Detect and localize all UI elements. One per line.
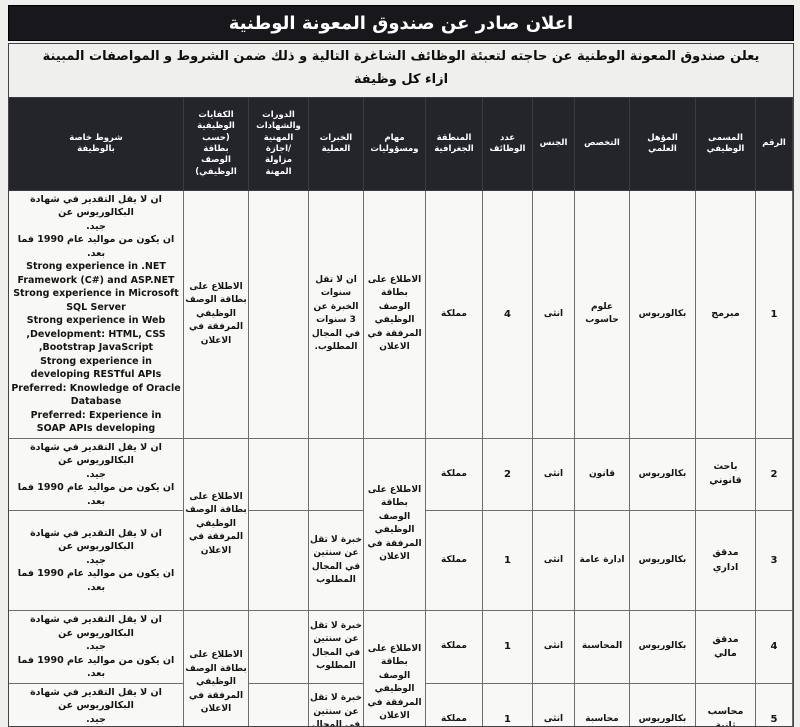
cell-specialization: المحاسبة <box>574 610 630 684</box>
announcement-title-bar: اعلان صادر عن صندوق المعونة الوطنية <box>8 5 794 41</box>
cell-specialization: علوم حاسوب <box>574 190 630 439</box>
cell-experience: خبرة لا تقل عن سنتين في المجال المطلوب <box>308 510 364 612</box>
cell-courses <box>248 610 309 684</box>
cell-special-conditions: ان لا يقل التقدير في شهادة البكالوريوس ع… <box>8 510 184 612</box>
cell-number: 2 <box>755 437 793 512</box>
header-gender: الجنس <box>532 97 575 191</box>
cell-experience <box>308 437 364 512</box>
header-row: الرقم المسمى الوظيفي المؤهل العلمي التخص… <box>8 97 793 191</box>
cell-positions-count: 1 <box>482 610 533 684</box>
vacancies-table: الرقم المسمى الوظيفي المؤهل العلمي التخص… <box>8 97 793 727</box>
cell-special-conditions: ان لا يقل التقدير في شهادة البكالوريوس ع… <box>8 437 184 512</box>
cell-courses <box>248 437 309 512</box>
cell-specialization: محاسبة <box>574 682 630 727</box>
cell-experience: خبرة لا تقل عن سنتين في المجال المطلوب <box>308 610 364 684</box>
table-row: 4 مدقق مالي بكالوريوس المحاسبة انثى 1 مم… <box>8 610 793 727</box>
header-job-title: المسمى الوظيفي <box>695 97 756 191</box>
cell-gender: انثى <box>532 610 575 684</box>
header-positions-count: عدد الوظائف <box>482 97 533 191</box>
cell-job-title: محاسب ثانية <box>695 682 756 727</box>
cell-competencies-merged: الاطلاع على بطاقة الوصف الوظيفي المرفقة … <box>183 437 249 612</box>
cell-gender: انثى <box>532 437 575 512</box>
cell-gender: انثى <box>532 682 575 727</box>
page-title: اعلان صادر عن صندوق المعونة الوطنية <box>228 13 574 34</box>
cell-qualification: بكالوريوس <box>629 437 696 512</box>
header-qualification: المؤهل العلمي <box>629 97 696 191</box>
cell-job-title: مبرمج <box>695 190 756 439</box>
cell-number: 4 <box>755 610 793 684</box>
cell-courses <box>248 682 309 727</box>
cell-tasks-merged: الاطلاع على بطاقة الوصف الوظيفي المرفقة … <box>363 610 426 727</box>
cell-experience: خبرة لا تقل عن سنتين في المجال المطلوب <box>308 682 364 727</box>
header-experience: الخبرات العملية <box>308 97 364 191</box>
cell-number: 5 <box>755 682 793 727</box>
cell-special-conditions: ان لا يقل التقدير في شهادة البكالوريوس ع… <box>8 682 184 727</box>
cell-positions-count: 1 <box>482 682 533 727</box>
table-row: 3 مدقق اداري بكالوريوس ادارة عامة انثى 1… <box>8 510 793 612</box>
table-row: 5 محاسب ثانية بكالوريوس محاسبة انثى 1 مم… <box>8 682 793 727</box>
cell-tasks-merged: الاطلاع على بطاقة الوصف الوظيفي المرفقة … <box>363 437 426 612</box>
cell-region: مملكة <box>425 510 483 612</box>
announcement-subtitle: يعلن صندوق المعونة الوطنية عن حاجته لتعب… <box>42 49 760 88</box>
header-specialization: التخصص <box>574 97 630 191</box>
cell-positions-count: 1 <box>482 510 533 612</box>
cell-number: 1 <box>755 190 793 439</box>
cell-qualification: بكالوريوس <box>629 510 696 612</box>
cell-specialization: قانون <box>574 437 630 512</box>
table-row: 1 مبرمج بكالوريوس علوم حاسوب انثى 4 مملك… <box>8 190 793 439</box>
header-tasks: مهام ومسؤوليات <box>363 97 426 191</box>
cell-gender: انثى <box>532 190 575 439</box>
cell-region: مملكة <box>425 437 483 512</box>
cell-region: مملكة <box>425 190 483 439</box>
cell-qualification: بكالوريوس <box>629 190 696 439</box>
cell-job-title: باحث قانوني <box>695 437 756 512</box>
cell-experience: ان لا تقل سنوات الخبرة عن 3 سنوات في الم… <box>308 190 364 439</box>
table-row: 2 باحث قانوني بكالوريوس قانون انثى 2 ممل… <box>8 437 793 612</box>
cell-tasks: الاطلاع على بطاقة الوصف الوظيفي المرفقة … <box>363 190 426 439</box>
header-courses: الدورات والشهادات المهنية /اجازة مزاولة … <box>248 97 309 191</box>
cell-job-title: مدقق مالي <box>695 610 756 684</box>
cell-competencies-merged: الاطلاع على بطاقة الوصف الوظيفي المرفقة … <box>183 610 249 727</box>
cell-positions-count: 2 <box>482 437 533 512</box>
cell-courses <box>248 190 309 439</box>
cell-number: 3 <box>755 510 793 612</box>
cell-qualification: بكالوريوس <box>629 682 696 727</box>
cell-specialization: ادارة عامة <box>574 510 630 612</box>
header-region: المنطقة الجغرافية <box>425 97 483 191</box>
cell-special-conditions: ان لا يقل التقدير في شهادة البكالوريوس ع… <box>8 190 184 439</box>
cell-special-conditions: ان لا يقل التقدير في شهادة البكالوريوس ع… <box>8 610 184 684</box>
cell-courses <box>248 510 309 612</box>
cell-positions-count: 4 <box>482 190 533 439</box>
cell-qualification: بكالوريوس <box>629 610 696 684</box>
header-competencies: الكفايات الوظيفية (حسب بطاقة الوصف الوظي… <box>183 97 249 191</box>
header-special-conditions: شروط خاصة بالوظيفة <box>8 97 184 191</box>
cell-gender: انثى <box>532 510 575 612</box>
cell-region: مملكة <box>425 682 483 727</box>
cell-competencies: الاطلاع على بطاقة الوصف الوظيفي المرفقة … <box>183 190 249 439</box>
cell-region: مملكة <box>425 610 483 684</box>
header-number: الرقم <box>755 97 793 191</box>
cell-job-title: مدقق اداري <box>695 510 756 612</box>
